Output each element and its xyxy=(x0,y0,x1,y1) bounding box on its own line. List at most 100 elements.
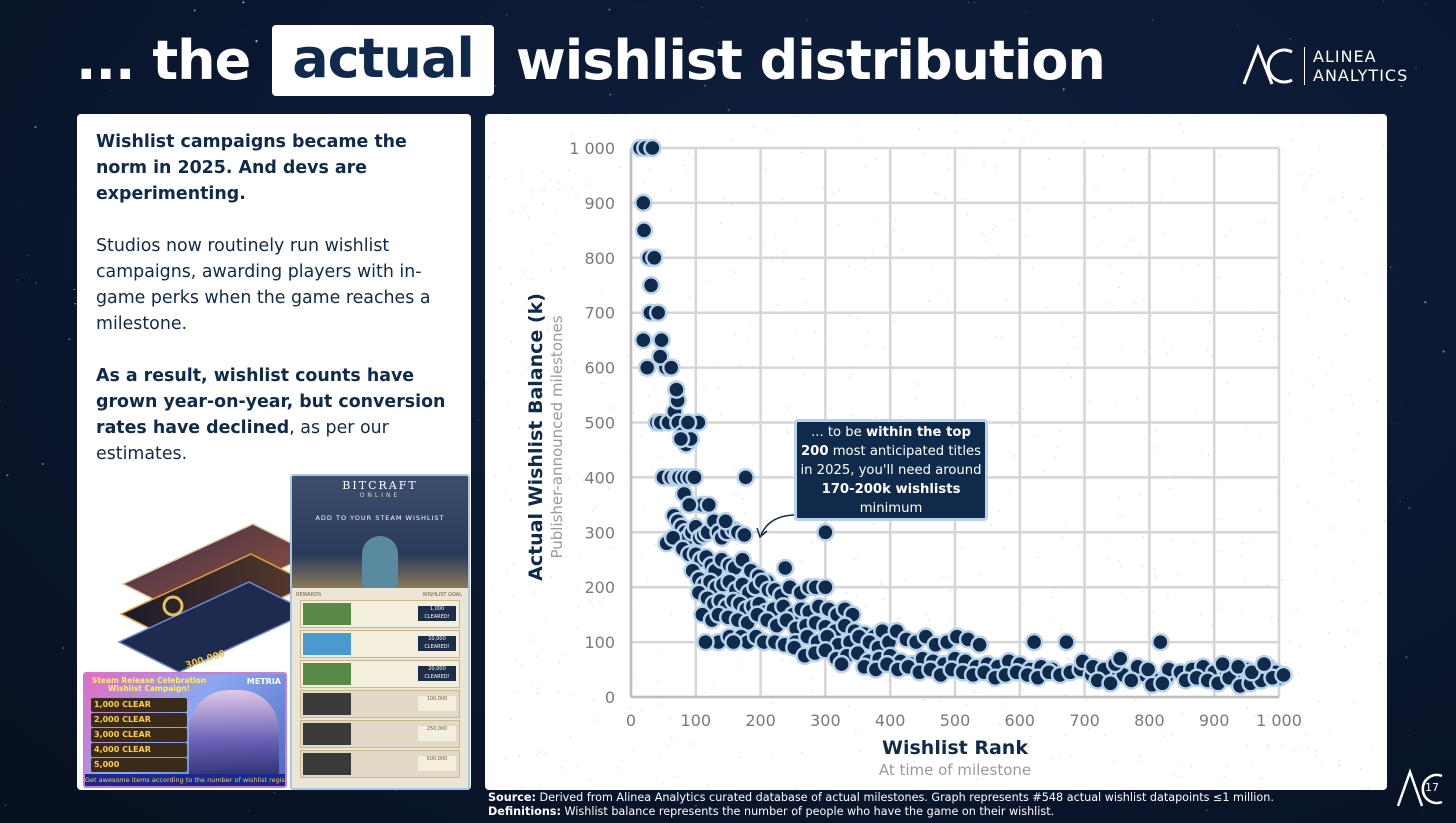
reward-status: CLEARED! xyxy=(424,673,450,680)
rewards-header: REWARDS WISHLIST GOAL xyxy=(296,590,462,600)
data-point xyxy=(816,523,835,542)
star xyxy=(1428,379,1429,381)
star xyxy=(73,288,75,291)
star xyxy=(1414,67,1417,70)
data-point xyxy=(716,512,735,531)
reward-thumbnail xyxy=(303,633,351,655)
star xyxy=(608,8,611,11)
data-point xyxy=(1153,674,1172,693)
data-point xyxy=(637,358,657,377)
metria-banner: Steam Release Celebration Wishlist Campa… xyxy=(91,676,207,693)
y-tick-label: 800 xyxy=(584,249,615,268)
star xyxy=(718,42,720,44)
star xyxy=(1382,0,1384,3)
x-tick-label: 0 xyxy=(626,711,636,730)
star xyxy=(506,14,508,16)
reward-row: 20,000 CLEARED! xyxy=(300,660,460,688)
callout-pre: ... to be xyxy=(811,424,866,440)
star xyxy=(4,804,7,807)
callout-text: ... to be within the top 200 most antici… xyxy=(797,423,985,518)
star xyxy=(552,73,555,76)
star xyxy=(1205,809,1208,812)
data-point xyxy=(696,632,715,652)
data-point xyxy=(1057,632,1076,652)
data-point xyxy=(1254,654,1274,674)
conclusion-bold: As a result, wishlist counts have grown … xyxy=(96,366,446,438)
data-point xyxy=(634,193,653,213)
star xyxy=(61,646,65,650)
metria-item: 5,000 xyxy=(91,758,187,772)
metria-footer: Get awesome items according to the numbe… xyxy=(85,774,285,786)
x-tick-label: 600 xyxy=(1005,711,1036,730)
star xyxy=(806,19,808,21)
star xyxy=(1390,266,1392,269)
metria-items: 1,000 CLEAR 2,000 CLEAR 3,000 CLEAR 4,000 C… xyxy=(91,698,187,773)
y-tick-label: 400 xyxy=(584,468,615,487)
star xyxy=(255,40,258,43)
star xyxy=(952,6,954,7)
definitions-label: Definitions: xyxy=(488,805,561,818)
data-point xyxy=(645,248,664,268)
y-tick-label: 100 xyxy=(584,633,615,652)
reward-goal-value: 20,000 xyxy=(428,666,446,672)
callout-mid: most anticipated titles in 2025, you'll … xyxy=(800,443,982,478)
reward-thumbnail xyxy=(303,693,351,715)
star xyxy=(247,810,249,812)
y-tick-label: 0 xyxy=(605,688,615,707)
star xyxy=(1150,112,1152,113)
bitcraft-header: BITCRAFT ONLINE ADD TO YOUR STEAM WISHLI… xyxy=(292,476,468,588)
x-tick-label: 100 xyxy=(681,711,712,730)
chart-callout: ... to be within the top 200 most antici… xyxy=(794,419,988,521)
star xyxy=(19,201,21,203)
star xyxy=(1399,500,1401,502)
star xyxy=(1396,423,1398,424)
definitions-text: Wishlist balance represents the number o… xyxy=(560,805,1055,818)
reward-status: CLEARED! xyxy=(424,613,450,620)
y-tick-label: 1 000 xyxy=(569,139,615,158)
data-point xyxy=(652,330,671,350)
star xyxy=(34,126,37,129)
star xyxy=(27,254,29,256)
star xyxy=(1409,734,1411,736)
star xyxy=(1236,25,1238,26)
callout-arrowhead xyxy=(756,527,768,539)
data-point xyxy=(685,468,704,487)
reward-thumbnail xyxy=(303,723,351,745)
title-suffix: wishlist distribution xyxy=(515,28,1106,92)
footer-notes: Source: Derived from Alinea Analytics cu… xyxy=(488,791,1274,819)
y-tick-label: 700 xyxy=(584,304,615,323)
data-point xyxy=(816,577,835,597)
star xyxy=(956,62,958,64)
metria-campaign-image: Steam Release Celebration Wishlist Campa… xyxy=(83,672,287,788)
reward-thumbnail xyxy=(303,603,351,625)
data-point xyxy=(724,632,743,652)
x-tick-label: 200 xyxy=(745,711,776,730)
y-tick-label: 900 xyxy=(584,194,615,213)
star xyxy=(1424,301,1427,304)
reward-goal: 10,000 CLEARED! xyxy=(418,636,456,651)
left-panel-heading: Wishlist campaigns became the norm in 20… xyxy=(96,132,407,204)
star xyxy=(494,85,496,88)
data-point xyxy=(970,635,989,655)
star xyxy=(428,821,430,823)
left-panel-paragraph: Studios now routinely run wishlist campa… xyxy=(96,236,431,334)
x-tick-label: 800 xyxy=(1134,711,1165,730)
reward-status: CLEARED! xyxy=(424,643,450,650)
star xyxy=(1415,234,1417,236)
alinea-logo: ALINEA ANALYTICS xyxy=(1242,44,1412,88)
star xyxy=(704,84,706,87)
bitcraft-reward-rows: 1,000 CLEARED! 10,000 CLEARED! 20,000 CLEARED… xyxy=(300,600,460,780)
logo-line1: ALINEA xyxy=(1313,47,1377,66)
star xyxy=(35,282,37,285)
data-point xyxy=(634,330,653,350)
data-point xyxy=(1101,674,1120,693)
data-point xyxy=(699,495,719,515)
source-label: Source: xyxy=(488,791,536,804)
data-point xyxy=(634,221,654,240)
star xyxy=(41,463,44,465)
star xyxy=(1405,656,1408,659)
star xyxy=(273,792,275,794)
bitcraft-cta: ADD TO YOUR STEAM WISHLIST xyxy=(315,514,445,522)
page-title: ... the actual wishlist distribution xyxy=(76,18,1106,102)
data-point xyxy=(641,276,661,295)
